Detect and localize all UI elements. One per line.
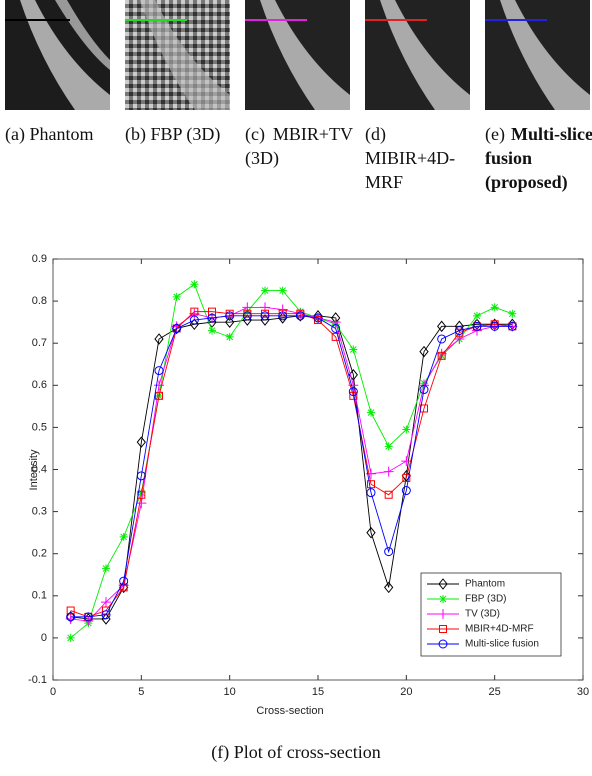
legend-label: MBIR+4D-MRF — [465, 624, 534, 635]
legend-label: Multi-slice fusion — [465, 639, 539, 650]
marker — [226, 333, 234, 341]
marker — [102, 564, 110, 572]
marker — [136, 498, 146, 508]
page: Cross-section Intensity 051015202530-0.1… — [0, 0, 592, 776]
legend-label: Phantom — [465, 579, 505, 590]
marker — [173, 293, 181, 301]
subcaption-text: Phantom — [29, 124, 93, 144]
marker — [120, 533, 128, 541]
marker — [384, 467, 394, 477]
x-axis-label: Cross-section — [256, 705, 323, 717]
y-tick-label: 0 — [41, 632, 47, 644]
subcaption: (a) Phantom — [5, 122, 113, 146]
marker — [385, 442, 393, 450]
series-line — [71, 316, 513, 617]
y-tick-label: 0.4 — [32, 463, 47, 475]
thumbnail — [365, 0, 470, 110]
x-tick-label: 0 — [50, 686, 56, 698]
y-tick-label: 0.9 — [32, 253, 47, 265]
marker — [208, 327, 216, 335]
subcaption-text: FBP (3D) — [151, 124, 221, 144]
y-tick-label: 0.1 — [32, 590, 47, 602]
legend-label: TV (3D) — [465, 609, 500, 620]
subcaption-label: (d) — [365, 124, 386, 144]
subcaption: (d) MIBIR+4D-MRF — [365, 122, 473, 194]
subcaption: (e) Multi-slice fusion (proposed) — [485, 122, 592, 194]
y-tick-label: 0.6 — [32, 379, 47, 391]
thumbnail — [245, 0, 350, 110]
thumbnail — [485, 0, 590, 110]
legend: Phantom FBP (3D) TV (3D) MBIR+4D-MRF Multi-s… — [421, 573, 561, 656]
thumbnail — [125, 0, 230, 110]
x-tick-label: 15 — [312, 686, 324, 698]
y-tick-label: 0.8 — [32, 295, 47, 307]
x-tick-label: 10 — [224, 686, 236, 698]
subcaption: (b) FBP (3D) — [125, 122, 233, 146]
y-tick-label: 0.2 — [32, 548, 47, 560]
x-tick-label: 5 — [138, 686, 144, 698]
marker — [261, 287, 269, 295]
y-tick-label: -0.1 — [28, 674, 47, 686]
subcaption-label: (a) — [5, 124, 25, 144]
marker — [367, 409, 375, 417]
figure-caption: (f) Plot of cross-section — [0, 742, 592, 763]
figure: Cross-section Intensity 051015202530-0.1… — [0, 0, 592, 776]
marker — [508, 310, 516, 318]
legend-marker — [439, 595, 447, 603]
series-line — [71, 312, 513, 617]
subcaption-label: (c) — [245, 124, 265, 144]
marker — [190, 280, 198, 288]
x-tick-label: 30 — [577, 686, 589, 698]
marker — [473, 312, 481, 320]
subcaption-text: MIBIR+4D-MRF — [365, 148, 455, 192]
subcaption-label: (e) — [485, 124, 505, 144]
subcaption-label: (b) — [125, 124, 146, 144]
y-tick-label: 0.7 — [32, 337, 47, 349]
thumbnails — [5, 0, 590, 110]
marker — [349, 346, 357, 354]
x-tick-label: 20 — [400, 686, 412, 698]
marker — [67, 634, 75, 642]
legend-label: FBP (3D) — [465, 594, 507, 605]
subcaption: (c) MBIR+TV (3D) — [245, 122, 353, 170]
marker — [402, 426, 410, 434]
thumbnail — [5, 0, 110, 110]
marker — [279, 287, 287, 295]
y-tick-label: 0.5 — [32, 421, 47, 433]
y-tick-label: 0.3 — [32, 506, 47, 518]
x-tick-label: 25 — [489, 686, 501, 698]
marker — [491, 303, 499, 311]
